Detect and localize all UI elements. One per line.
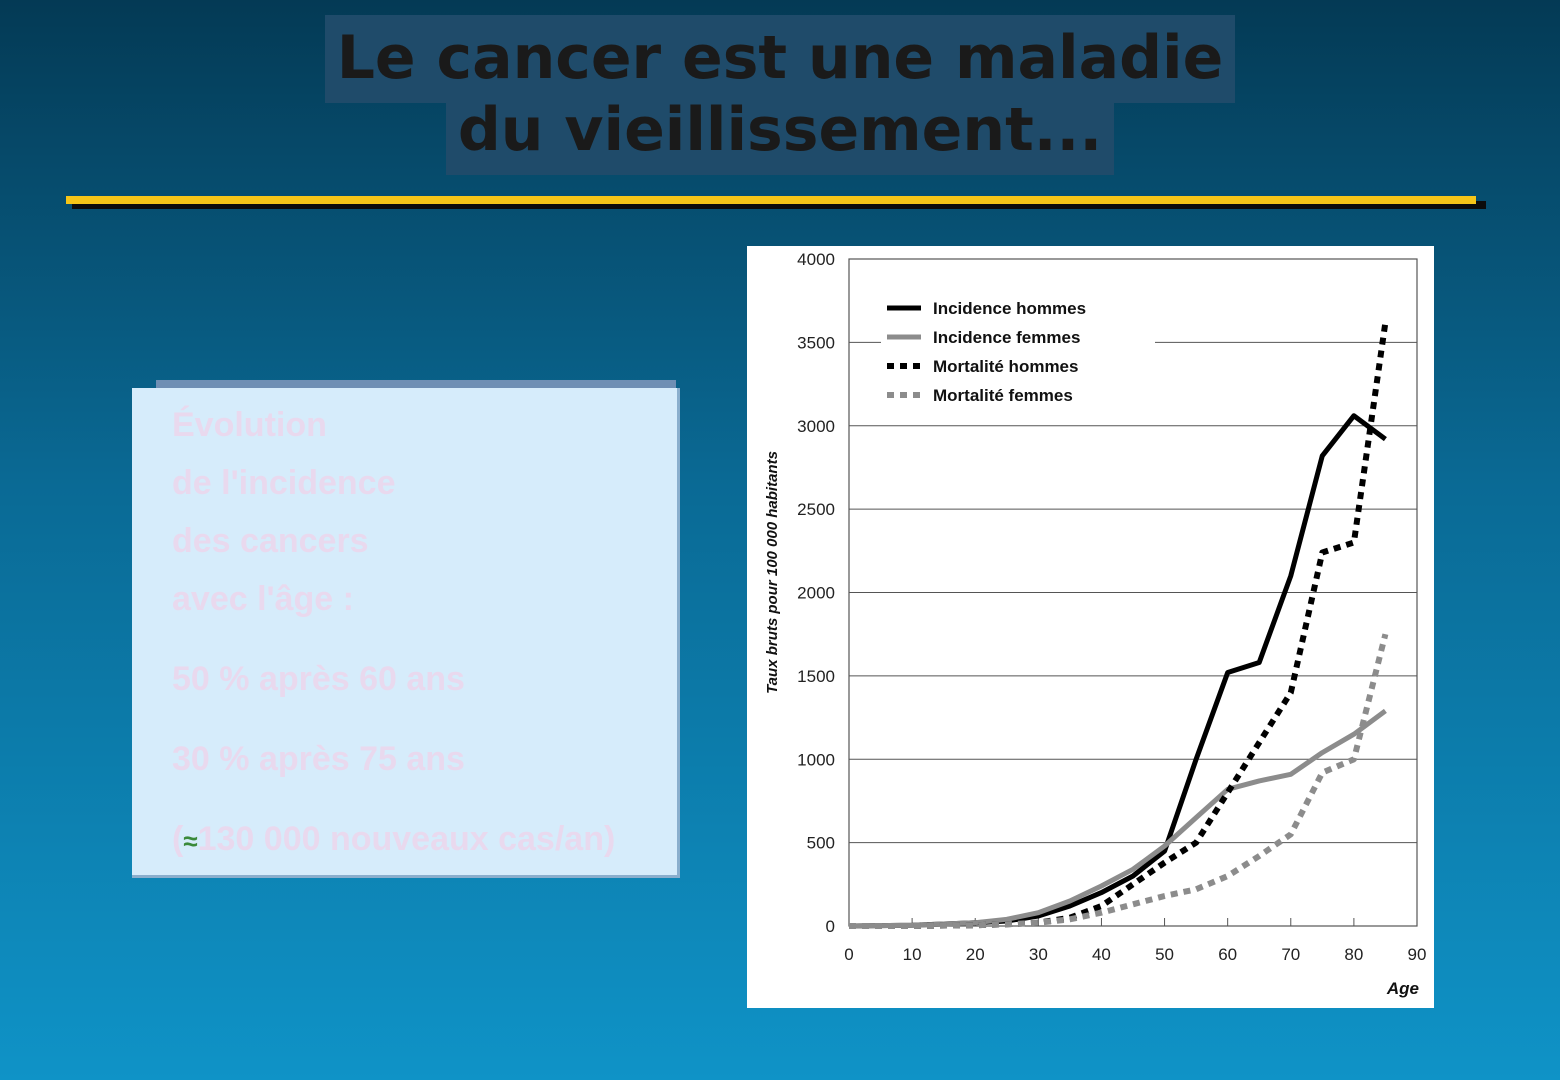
series-line-1 xyxy=(848,413,1387,929)
series-line-4 xyxy=(849,633,1389,929)
x-tick-label-20: 20 xyxy=(966,945,985,964)
x-tick-label-90: 90 xyxy=(1408,945,1427,964)
x-tick-label-80: 80 xyxy=(1344,945,1363,964)
x-tick-label-50: 50 xyxy=(1155,945,1174,964)
title-line-2-text: du vieillissement... xyxy=(445,87,1115,175)
textbox-line-1: Évolution xyxy=(172,406,327,444)
y-tick-label-2000: 2000 xyxy=(797,584,835,603)
x-tick-label-10: 10 xyxy=(903,945,922,964)
x-tick-label-60: 60 xyxy=(1218,945,1237,964)
y-tick-label-3000: 3000 xyxy=(797,417,835,436)
textbox-line-3: des cancers xyxy=(172,522,369,560)
x-tick-label-0: 0 xyxy=(844,945,853,964)
textbox-line-4: avec l'âge : xyxy=(172,580,354,618)
y-tick-label-2500: 2500 xyxy=(797,500,835,519)
stat-75-years: 30 % après 75 ans xyxy=(172,740,465,778)
legend-bg-4 xyxy=(881,382,1155,404)
x-tick-label-30: 30 xyxy=(1029,945,1048,964)
y-axis-label: Taux bruts pour 100 000 habitants xyxy=(764,451,781,694)
slide-title-line-2: du vieillissement... xyxy=(0,87,1560,175)
title-rule-shadow xyxy=(72,201,1486,209)
y-tick-label-4000: 4000 xyxy=(797,250,835,269)
x-tick-label-40: 40 xyxy=(1092,945,1111,964)
x-tick-label-70: 70 xyxy=(1281,945,1300,964)
y-tick-label-1000: 1000 xyxy=(797,750,835,769)
stat-60-years: 50 % après 60 ans xyxy=(172,660,465,698)
legend-label-4: Mortalité femmes xyxy=(933,386,1073,405)
title-rule xyxy=(66,196,1476,204)
y-tick-label-3500: 3500 xyxy=(797,333,835,352)
y-tick-label-0: 0 xyxy=(826,917,835,936)
stat-new-cases-text: 130 000 nouveaux cas/an) xyxy=(197,820,616,858)
series-line-2 xyxy=(848,708,1387,929)
legend-label-3: Mortalité hommes xyxy=(933,357,1078,376)
stat-new-cases-open: ( xyxy=(172,820,184,858)
textbox-line-2: de l'incidence xyxy=(172,464,396,502)
y-tick-label-500: 500 xyxy=(807,834,835,853)
legend-label-2: Incidence femmes xyxy=(933,328,1080,347)
legend-bg-2 xyxy=(881,324,1155,346)
stat-new-cases: (≈130 000 nouveaux cas/an) xyxy=(172,820,615,859)
x-axis-label: Age xyxy=(1386,979,1419,998)
series-line-3 xyxy=(849,321,1389,929)
legend-label-1: Incidence hommes xyxy=(933,299,1086,318)
approx-icon: ≈ xyxy=(183,826,198,856)
incidence-mortality-chart: 0 500 1000 1500 2000 2500 3000 3500 4000 0 10 20 30 4… xyxy=(764,250,1427,998)
slide-title-line-1: Le cancer est une maladie xyxy=(0,15,1560,103)
legend-bg-1 xyxy=(881,295,1155,317)
info-textbox: Évolution de l'incidence des cancers ave… xyxy=(132,388,680,878)
y-tick-label-1500: 1500 xyxy=(797,667,835,686)
chart-card: 0 500 1000 1500 2000 2500 3000 3500 4000 0 10 20 30 4… xyxy=(747,246,1434,1008)
legend-bg-3 xyxy=(881,353,1155,375)
